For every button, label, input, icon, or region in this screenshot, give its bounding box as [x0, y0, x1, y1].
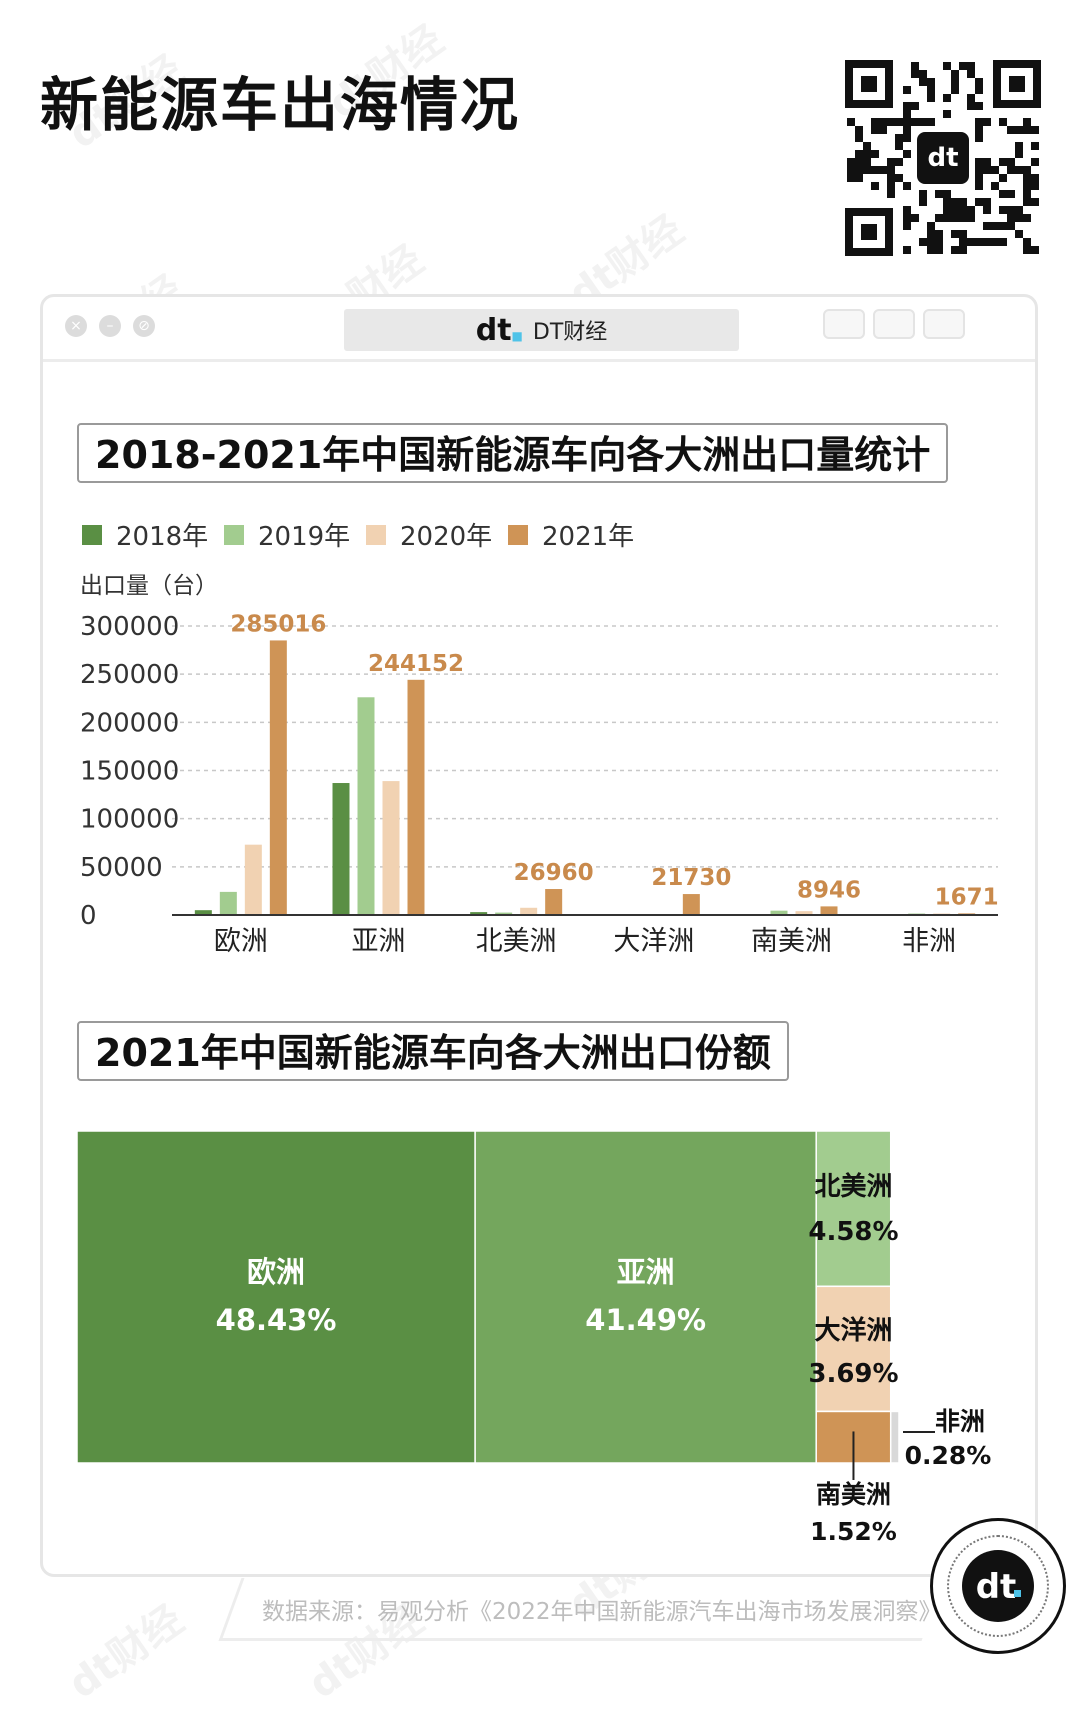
y-tick-label: 150000: [80, 757, 179, 787]
data-label-欧洲: 285016: [230, 611, 326, 637]
y-tick-label: 250000: [80, 660, 179, 690]
bar-欧洲-2021年: [270, 640, 287, 915]
y-tick-label: 0: [80, 901, 97, 931]
legend-swatch-2021: [508, 525, 528, 545]
x-tick-label-北美洲: 北美洲: [476, 926, 557, 957]
treemap-value-asia: 41.49%: [585, 1303, 706, 1337]
data-label-大洋洲: 21730: [651, 865, 731, 891]
grid-lines: [172, 626, 998, 867]
x-tick-label-欧洲: 欧洲: [214, 926, 268, 957]
y-tick-label: 200000: [80, 708, 179, 738]
treemap-value-north-america: 4.58%: [808, 1217, 898, 1247]
bar-亚洲-2021年: [408, 680, 425, 915]
bar-北美洲-2021年: [545, 889, 562, 915]
y-tick-label: 50000: [80, 853, 163, 883]
y-tick-label: 100000: [80, 805, 179, 835]
legend-swatch-2019: [224, 525, 244, 545]
svg-text:dt: dt: [976, 1567, 1017, 1607]
treemap-label-africa: 非洲: [935, 1407, 985, 1436]
bar-亚洲-2020年: [383, 781, 400, 915]
treemap: 欧洲 48.43% 亚洲 41.49% 北美洲 4.58% 大洋洲 3.69% 南美洲 1.52%…: [77, 1131, 991, 1546]
legend-label-2021: 2021年: [542, 522, 634, 552]
x-tick-label-非洲: 非洲: [902, 926, 956, 957]
bar-南美洲-2021年: [821, 906, 838, 915]
legend-label-2019: 2019年: [258, 522, 350, 552]
bar-欧洲-2020年: [245, 845, 262, 915]
data-label-北美洲: 26960: [514, 860, 594, 886]
data-label-非洲: 1671: [935, 884, 999, 910]
bar-欧洲-2019年: [220, 892, 237, 915]
x-tick-label-亚洲: 亚洲: [352, 926, 406, 957]
treemap-cell-asia: [475, 1131, 816, 1463]
treemap-label-europe: 欧洲: [247, 1255, 305, 1289]
bar-北美洲-2020年: [520, 908, 537, 915]
bar-亚洲-2019年: [358, 697, 375, 915]
legend-swatch-2018: [82, 525, 102, 545]
bar-亚洲-2018年: [333, 783, 350, 915]
treemap-label-south-america: 南美洲: [816, 1480, 891, 1509]
treemap-label-oceania: 大洋洲: [814, 1315, 892, 1346]
bar-大洋洲-2021年: [683, 894, 700, 915]
treemap-label-north-america: 北美洲: [814, 1171, 892, 1202]
treemap-cell-oceania: [816, 1286, 891, 1411]
y-axis-label: 出口量（台）: [80, 573, 218, 599]
dt-logo-icon: dt: [962, 1550, 1034, 1622]
legend-label-2020: 2020年: [400, 522, 492, 552]
treemap-label-asia: 亚洲: [617, 1255, 675, 1289]
treemap-cell-north-america: [816, 1131, 891, 1286]
dt-badge: dt: [930, 1518, 1066, 1654]
y-tick-label: 300000: [80, 612, 179, 642]
treemap-value-south-america: 1.52%: [810, 1517, 897, 1546]
bar-legend: 2018年 2019年 2020年 2021年: [82, 522, 634, 552]
legend-swatch-2020: [366, 525, 386, 545]
treemap-cell-africa: [891, 1411, 899, 1463]
treemap-cell-europe: [77, 1131, 475, 1463]
treemap-value-europe: 48.43%: [216, 1303, 337, 1337]
treemap-value-africa: 0.28%: [905, 1441, 992, 1470]
legend-label-2018: 2018年: [116, 522, 208, 552]
treemap-value-oceania: 3.69%: [808, 1359, 898, 1389]
data-label-南美洲: 8946: [797, 877, 861, 903]
y-tick-labels: 0 50000 100000 150000 200000 250000 300000: [80, 612, 179, 931]
x-tick-labels: 欧洲 亚洲 北美洲 大洋洲 南美洲 非洲: [214, 926, 956, 957]
data-source: 数据来源：易观分析《2022年中国新能源汽车出海市场发展洞察》: [262, 1592, 942, 1626]
x-tick-label-大洋洲: 大洋洲: [613, 926, 694, 957]
data-label-亚洲: 244152: [368, 651, 464, 677]
x-tick-label-南美洲: 南美洲: [751, 926, 832, 957]
